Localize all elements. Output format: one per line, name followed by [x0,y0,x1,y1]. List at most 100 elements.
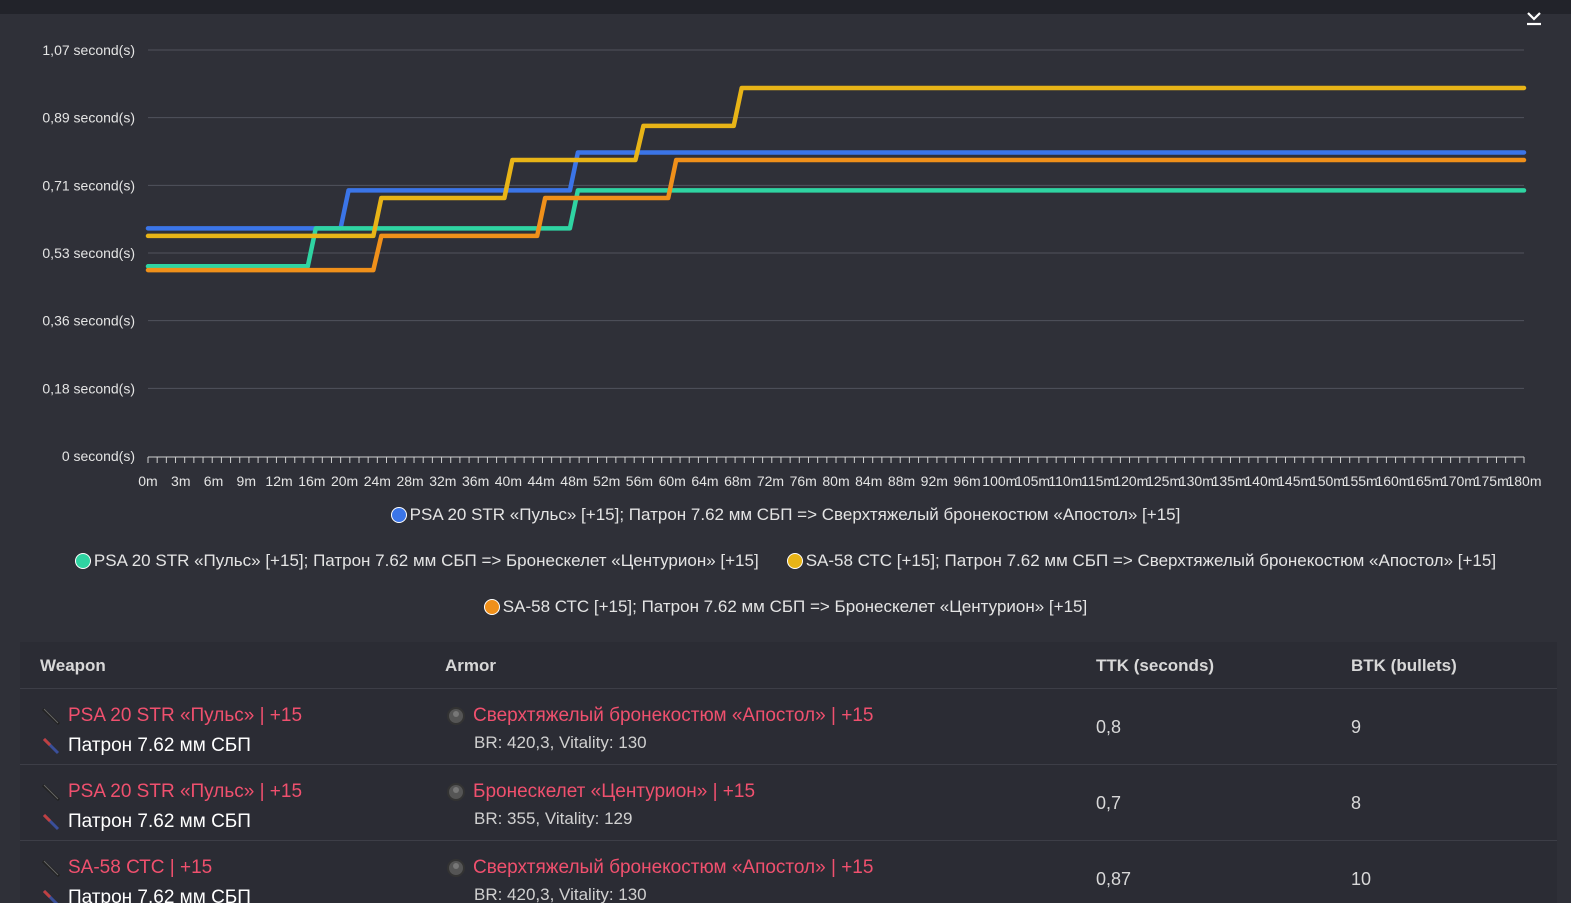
x-tick-label: 52m [593,473,620,489]
x-tick-label: 180m [1506,473,1541,489]
x-tick-label: 145m [1277,473,1312,489]
legend-label: SA-58 СТС [+15]; Патрон 7.62 мм СБП => С… [805,551,1497,570]
y-tick-label: 0,53 second(s) [42,245,135,261]
legend-row-2: PSA 20 STR «Пульс» [+15]; Патрон 7.62 мм… [0,551,1571,571]
series-line-1 [145,188,1527,269]
top-bar [0,0,1571,14]
y-tick-label: 0,71 second(s) [42,177,135,193]
x-tick-label: 0m [138,473,157,489]
armor-icon [447,707,465,725]
x-tick-label: 6m [204,473,223,489]
ttk-value: 0,8 [1096,717,1122,737]
bullet-icon [42,737,60,755]
bullet-icon [42,813,60,831]
x-tick-label: 56m [626,473,653,489]
legend-label: PSA 20 STR «Пульс» [+15]; Патрон 7.62 мм… [409,505,1181,524]
x-tick-label: 36m [462,473,489,489]
rifle-icon [41,859,61,878]
weapon-link[interactable]: SA-58 СТС | +15 [68,857,213,878]
rifle-icon [41,783,61,802]
header-btk[interactable]: BTK (bullets) [1351,656,1457,675]
x-tick-label: 44m [528,473,555,489]
x-tick-label: 3m [171,473,190,489]
legend-item-sa58-apostol[interactable]: SA-58 СТС [+15]; Патрон 7.62 мм СБП => С… [786,551,1497,571]
bullet-icon [42,889,59,903]
x-tick-label: 120m [1113,473,1148,489]
y-tick-label: 1,07 second(s) [42,42,135,58]
weapon-cell: PSA 20 STR «Пульс» | +15 Патрон 7.62 мм … [40,701,302,761]
weapon-cell: PSA 20 STR «Пульс» | +15 Патрон 7.62 мм … [40,777,302,837]
x-tick-label: 160m [1375,473,1410,489]
x-tick-label: 32m [429,473,456,489]
x-tick-label: 9m [237,473,256,489]
armor-cell: Сверхтяжелый бронекостюм «Апостол» | +15… [445,701,873,753]
legend-item-psa-centurion[interactable]: PSA 20 STR «Пульс» [+15]; Патрон 7.62 мм… [74,551,759,571]
x-tick-label: 88m [888,473,915,489]
x-tick-label: 68m [724,473,751,489]
x-tick-label: 150m [1310,473,1345,489]
y-tick-label: 0,89 second(s) [42,110,135,126]
results-table: Weapon Armor TTK (seconds) BTK (bullets)… [20,642,1557,903]
ammo-label: Патрон 7.62 мм СБП [68,811,251,832]
armor-stats: BR: 420,3, Vitality: 130 [474,885,647,903]
download-icon[interactable] [1524,10,1544,30]
y-tick-label: 0 second(s) [62,448,135,464]
x-tick-label: 110m [1048,473,1082,489]
ttk-value: 0,87 [1096,869,1132,889]
armor-link[interactable]: Сверхтяжелый бронекостюм «Апостол» | +15 [473,705,874,726]
x-tick-label: 125m [1146,473,1181,489]
header-ttk[interactable]: TTK (seconds) [1096,656,1215,675]
y-tick-label: 0,18 second(s) [42,380,135,396]
header-weapon[interactable]: Weapon [40,656,106,675]
btk-value: 8 [1351,793,1362,813]
x-tick-label: 170m [1441,473,1476,489]
weapon-link[interactable]: PSA 20 STR «Пульс» | +15 [68,781,303,802]
legend-dot-orange [483,599,500,615]
legend-row-1: PSA 20 STR «Пульс» [+15]; Патрон 7.62 мм… [0,505,1571,525]
table-header: Weapon Armor TTK (seconds) BTK (bullets) [20,642,1557,689]
table-row: SA-58 СТС | +15 Патрон 7.62 мм СБП Сверх… [20,841,1557,903]
series-line-2 [145,85,1527,239]
ammo-label: Патрон 7.62 мм СБП [68,887,251,903]
x-tick-label: 24m [364,473,391,489]
weapon-cell: SA-58 СТС | +15 Патрон 7.62 мм СБП [40,853,251,903]
x-tick-label: 28m [396,473,423,489]
x-tick-label: 60m [659,473,686,489]
legend-item-sa58-centurion[interactable]: SA-58 СТС [+15]; Патрон 7.62 мм СБП => Б… [483,597,1088,617]
x-tick-label: 96m [953,473,980,489]
ammo-label: Патрон 7.62 мм СБП [68,735,251,756]
legend-item-psa-apostol[interactable]: PSA 20 STR «Пульс» [+15]; Патрон 7.62 мм… [390,505,1181,525]
header-armor[interactable]: Armor [445,656,497,675]
x-tick-label: 100m [982,473,1017,489]
series-line-0 [145,150,1527,231]
legend-row-3: SA-58 СТС [+15]; Патрон 7.62 мм СБП => Б… [0,597,1571,617]
armor-cell: Бронескелет «Центурион» | +15 BR: 355, V… [445,777,755,829]
armor-icon [447,783,465,801]
armor-link[interactable]: Сверхтяжелый бронекостюм «Апостол» | +15 [473,857,874,878]
table-row: PSA 20 STR «Пульс» | +15 Патрон 7.62 мм … [20,765,1557,841]
legend-dot-yellow [786,553,803,569]
btk-value: 9 [1351,717,1362,737]
x-tick-label: 80m [822,473,849,489]
weapon-link[interactable]: PSA 20 STR «Пульс» | +15 [68,705,303,726]
x-tick-label: 84m [855,473,882,489]
x-tick-label: 135m [1212,473,1247,489]
x-tick-label: 92m [921,473,948,489]
series-line-3 [145,157,1527,273]
armor-icon [447,859,465,877]
armor-cell: Сверхтяжелый бронекостюм «Апостол» | +15… [445,853,873,903]
armor-link[interactable]: Бронескелет «Центурион» | +15 [473,781,756,802]
x-tick-label: 16m [298,473,325,489]
x-tick-label: 105m [1015,473,1050,489]
armor-stats: BR: 355, Vitality: 129 [474,809,633,828]
x-tick-label: 20m [331,473,358,489]
x-tick-label: 140m [1244,473,1279,489]
legend-label: PSA 20 STR «Пульс» [+15]; Патрон 7.62 мм… [93,551,759,570]
x-tick-label: 48m [560,473,587,489]
legend-label: SA-58 СТС [+15]; Патрон 7.62 мм СБП => Б… [502,597,1088,616]
ttk-value: 0,7 [1096,793,1122,813]
x-tick-label: 72m [757,473,784,489]
x-tick-label: 130m [1179,473,1214,489]
x-tick-label: 155m [1343,473,1378,489]
x-tick-label: 64m [691,473,718,489]
